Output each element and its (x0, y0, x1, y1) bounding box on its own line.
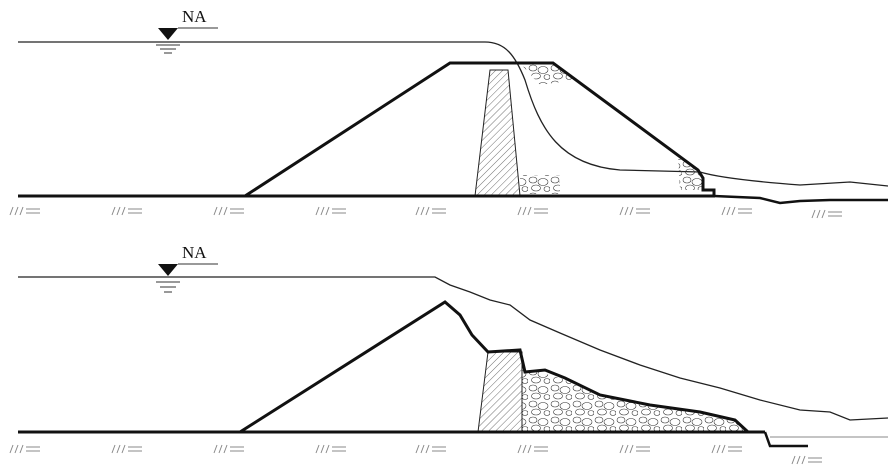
water-label: NA (182, 243, 207, 262)
water-marker (158, 264, 178, 276)
dam-body (239, 300, 750, 434)
dam-core (477, 351, 523, 433)
downstream-bed (763, 431, 808, 448)
dam-body (244, 61, 716, 198)
water-label: NA (182, 7, 207, 26)
downstream-bed (713, 194, 888, 205)
water-surface (18, 41, 888, 187)
water-surface (18, 276, 888, 421)
dam-core (474, 69, 521, 197)
stones (520, 175, 560, 194)
stones (522, 370, 745, 432)
panel-top: NA (9, 7, 888, 219)
panel-bottom: NA (9, 243, 888, 465)
soil-hatch (9, 444, 823, 465)
water-marker (158, 28, 178, 40)
stones (678, 155, 705, 190)
soil-hatch (9, 206, 843, 219)
stones (520, 63, 575, 85)
